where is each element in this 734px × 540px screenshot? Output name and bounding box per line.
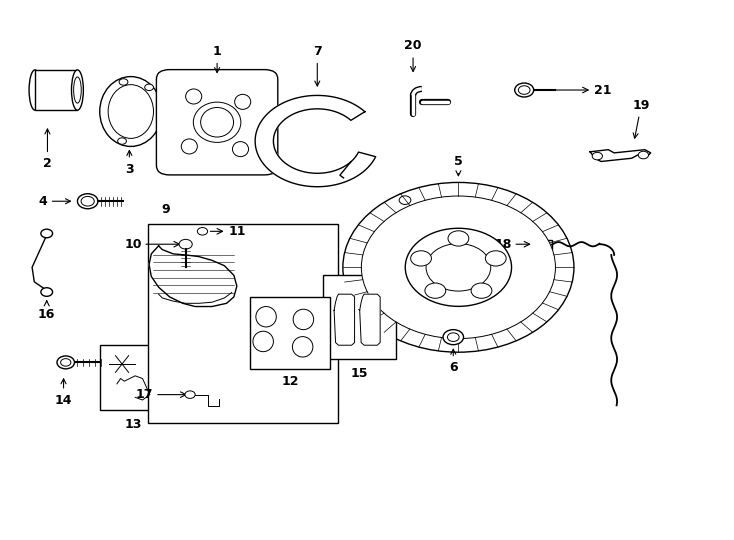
Ellipse shape [292, 336, 313, 357]
Circle shape [57, 356, 75, 369]
Circle shape [518, 86, 530, 94]
Circle shape [61, 359, 71, 366]
Circle shape [77, 194, 98, 209]
Text: 14: 14 [55, 379, 72, 407]
Ellipse shape [233, 141, 249, 157]
Circle shape [361, 196, 556, 339]
Polygon shape [590, 150, 651, 161]
Text: 4: 4 [38, 195, 70, 208]
Text: 9: 9 [161, 203, 170, 217]
Ellipse shape [71, 70, 84, 110]
Text: 21: 21 [594, 84, 611, 97]
Ellipse shape [293, 309, 313, 329]
Circle shape [117, 138, 126, 144]
Circle shape [410, 251, 432, 266]
Polygon shape [334, 294, 355, 345]
Circle shape [592, 152, 603, 160]
Circle shape [405, 228, 512, 306]
Circle shape [41, 288, 53, 296]
Bar [250, 297, 330, 369]
Text: 15: 15 [351, 367, 368, 380]
Circle shape [41, 229, 53, 238]
Text: 5: 5 [454, 155, 462, 176]
Bar [35, 70, 77, 110]
Ellipse shape [29, 70, 41, 110]
Circle shape [471, 283, 492, 298]
Circle shape [399, 196, 411, 205]
Circle shape [426, 244, 491, 291]
Text: 20: 20 [404, 39, 422, 71]
Ellipse shape [181, 139, 197, 154]
Text: 17: 17 [136, 388, 153, 401]
Bar [323, 275, 396, 359]
Polygon shape [255, 96, 376, 187]
Text: 19: 19 [633, 98, 650, 138]
Ellipse shape [235, 94, 251, 110]
Polygon shape [360, 294, 380, 345]
Text: 3: 3 [125, 151, 134, 176]
Circle shape [443, 329, 464, 345]
Ellipse shape [186, 89, 202, 104]
Text: 10: 10 [124, 238, 142, 251]
Bar [100, 345, 166, 410]
Circle shape [197, 227, 208, 235]
Text: 12: 12 [281, 375, 299, 388]
Circle shape [119, 79, 128, 85]
Circle shape [179, 239, 192, 249]
Ellipse shape [108, 85, 153, 138]
Circle shape [485, 251, 506, 266]
Text: 8: 8 [399, 212, 408, 245]
Polygon shape [149, 246, 237, 307]
Bar [534, 240, 552, 248]
Circle shape [425, 283, 446, 298]
Ellipse shape [193, 102, 241, 143]
Circle shape [343, 183, 574, 352]
Circle shape [448, 333, 459, 341]
Ellipse shape [100, 77, 162, 146]
Circle shape [448, 231, 469, 246]
Ellipse shape [256, 307, 276, 327]
Circle shape [81, 197, 94, 206]
Circle shape [145, 84, 153, 91]
Text: 16: 16 [38, 301, 55, 321]
Text: 7: 7 [313, 45, 321, 86]
Bar [148, 224, 338, 423]
Text: 1: 1 [213, 45, 222, 72]
Ellipse shape [253, 331, 273, 352]
FancyBboxPatch shape [156, 70, 277, 175]
Ellipse shape [73, 77, 81, 103]
Text: 11: 11 [228, 225, 246, 238]
Ellipse shape [200, 107, 233, 137]
Circle shape [639, 151, 649, 159]
Text: 18: 18 [495, 238, 512, 251]
Text: 2: 2 [43, 129, 52, 170]
Circle shape [396, 193, 415, 207]
Circle shape [185, 391, 195, 399]
Text: 13: 13 [124, 418, 142, 431]
Text: 6: 6 [449, 349, 457, 374]
Circle shape [515, 83, 534, 97]
